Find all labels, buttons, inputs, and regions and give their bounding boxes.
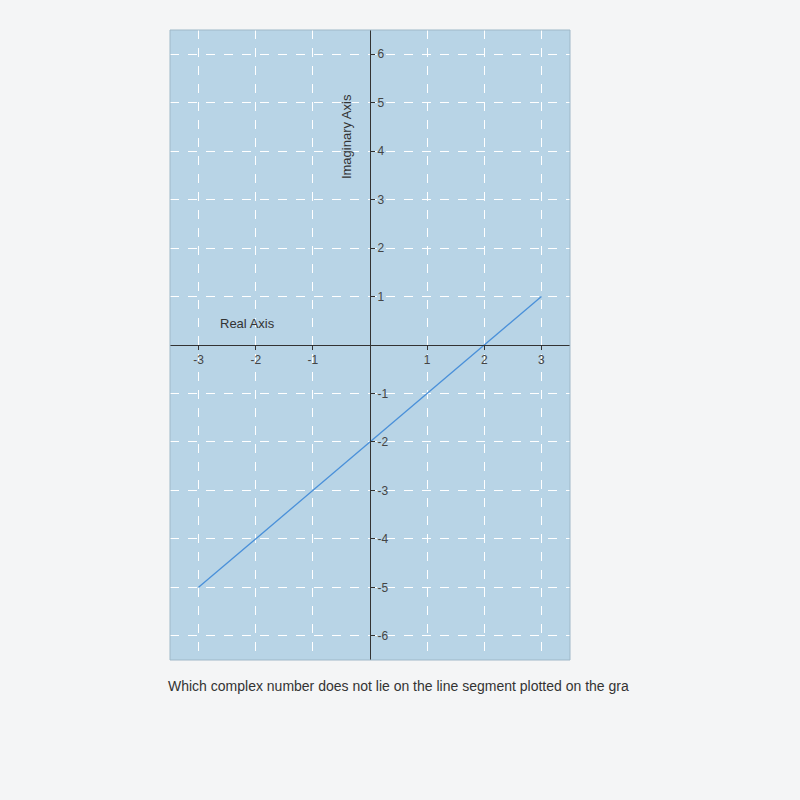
svg-text:1: 1 [424, 353, 431, 367]
svg-text:-3: -3 [377, 484, 388, 498]
svg-text:-1: -1 [308, 353, 319, 367]
svg-text:-6: -6 [377, 629, 388, 643]
svg-text:-3: -3 [193, 353, 204, 367]
svg-text:1: 1 [377, 290, 384, 304]
svg-text:Imaginary Axis: Imaginary Axis [339, 94, 354, 179]
svg-text:Real Axis: Real Axis [220, 316, 275, 331]
svg-text:2: 2 [481, 353, 488, 367]
svg-text:2: 2 [377, 241, 384, 255]
svg-text:3: 3 [538, 353, 545, 367]
svg-text:5: 5 [377, 96, 384, 110]
svg-text:-2: -2 [377, 435, 388, 449]
svg-text:-4: -4 [377, 532, 388, 546]
svg-text:-1: -1 [377, 387, 388, 401]
svg-text:6: 6 [377, 47, 384, 61]
svg-text:-5: -5 [377, 581, 388, 595]
svg-text:4: 4 [377, 144, 384, 158]
svg-text:3: 3 [377, 193, 384, 207]
svg-text:Which complex number does not: Which complex number does not lie on the… [168, 678, 629, 694]
svg-text:-2: -2 [250, 353, 261, 367]
